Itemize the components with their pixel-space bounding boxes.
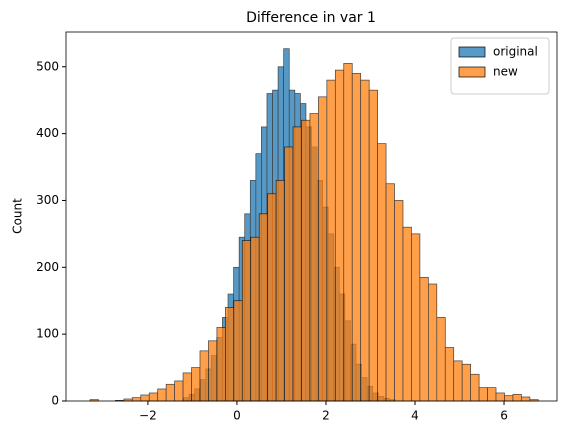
y-tick-label: 500 (36, 59, 59, 73)
bar (461, 363, 471, 402)
bar (241, 240, 252, 402)
bar (436, 317, 446, 402)
bar (225, 307, 235, 402)
y-tick-label: 0 (51, 394, 59, 408)
x-tick-label: 0 (233, 409, 241, 423)
bar (148, 392, 159, 402)
bar (360, 79, 370, 402)
bar (318, 96, 328, 402)
bar (444, 347, 455, 402)
bar (309, 113, 319, 402)
bar (512, 393, 522, 402)
bar (402, 226, 412, 402)
bar (385, 183, 395, 402)
bar (275, 180, 285, 402)
bar (292, 126, 302, 402)
y-tick-label: 300 (36, 193, 59, 207)
bar (182, 372, 192, 402)
legend-swatch (458, 66, 486, 78)
bar (199, 350, 209, 402)
x-tick-label: 4 (411, 409, 419, 423)
bar (131, 397, 142, 402)
bar (174, 380, 184, 402)
bar (478, 387, 488, 402)
bar (453, 360, 463, 402)
bar (157, 388, 167, 402)
bar (504, 395, 514, 402)
bar (140, 394, 150, 402)
bar (267, 193, 277, 402)
y-axis-label: Count (11, 198, 25, 234)
histogram-series (89, 63, 539, 402)
bar (165, 383, 175, 402)
bar (470, 373, 480, 402)
legend-swatch (458, 46, 486, 58)
x-tick-label: 2 (322, 409, 330, 423)
y-tick-label: 400 (36, 126, 59, 140)
bar (258, 213, 269, 402)
plot-frame (65, 31, 558, 402)
x-tick-label: 6 (500, 409, 508, 423)
bar (301, 119, 311, 402)
bar (495, 392, 505, 402)
y-tick-label: 200 (36, 260, 59, 274)
bar (216, 327, 226, 402)
bar (521, 396, 531, 402)
bar (284, 146, 294, 402)
bar (377, 143, 387, 402)
bar (191, 367, 201, 402)
bar (351, 73, 362, 402)
x-tick-label: −2 (139, 409, 157, 423)
y-tick-label: 100 (36, 327, 59, 341)
legend-label: new (493, 65, 518, 79)
bar (326, 79, 336, 402)
bar (428, 283, 438, 402)
bar (334, 69, 345, 402)
bar (250, 236, 260, 402)
legend-label: original (493, 45, 538, 59)
bar (233, 300, 243, 402)
bar (419, 276, 429, 402)
bar (343, 63, 353, 402)
bar (394, 200, 404, 402)
bar (411, 233, 421, 402)
bar (208, 340, 218, 402)
bar (487, 387, 497, 402)
chart-title: Difference in var 1 (246, 10, 376, 26)
bar (368, 89, 378, 402)
